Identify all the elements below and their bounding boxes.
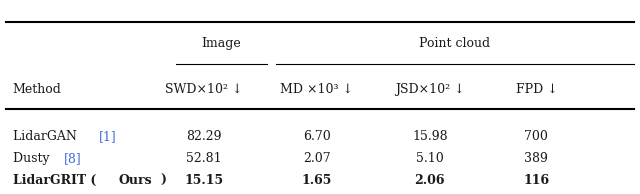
Text: 700: 700 xyxy=(524,130,548,143)
Text: 2.06: 2.06 xyxy=(415,174,445,187)
Text: 82.29: 82.29 xyxy=(186,130,221,143)
Text: [1]: [1] xyxy=(99,130,116,143)
Text: 15.98: 15.98 xyxy=(412,130,447,143)
Text: 389: 389 xyxy=(524,152,548,165)
Text: Ours: Ours xyxy=(118,174,152,187)
Text: 6.70: 6.70 xyxy=(303,130,331,143)
Text: Point cloud: Point cloud xyxy=(419,37,490,50)
Text: LidarGAN: LidarGAN xyxy=(13,130,81,143)
Text: 1.65: 1.65 xyxy=(301,174,332,187)
Text: FPD ↓: FPD ↓ xyxy=(515,82,557,95)
Text: MD ×10³ ↓: MD ×10³ ↓ xyxy=(280,82,353,95)
Text: Method: Method xyxy=(13,82,61,95)
Text: [8]: [8] xyxy=(64,152,82,165)
Text: SWD×10² ↓: SWD×10² ↓ xyxy=(165,82,243,95)
Text: 15.15: 15.15 xyxy=(184,174,223,187)
Text: ): ) xyxy=(161,174,166,187)
Text: 2.07: 2.07 xyxy=(303,152,331,165)
Text: Image: Image xyxy=(201,37,241,50)
Text: LidarGRIT (: LidarGRIT ( xyxy=(13,174,96,187)
Text: Dusty: Dusty xyxy=(13,152,53,165)
Text: JSD×10² ↓: JSD×10² ↓ xyxy=(395,82,465,95)
Text: 116: 116 xyxy=(524,174,550,187)
Text: 52.81: 52.81 xyxy=(186,152,222,165)
Text: 5.10: 5.10 xyxy=(416,152,444,165)
